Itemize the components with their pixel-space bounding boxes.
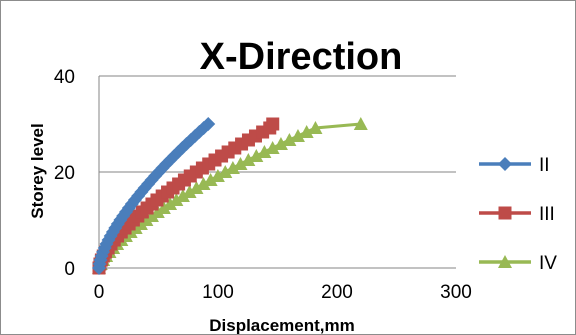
x-axis-label: Displacement,mm <box>209 316 355 334</box>
y-tick-label: 20 <box>54 163 75 184</box>
x-tick-label: 300 <box>440 282 472 303</box>
legend-label-III: III <box>539 204 555 225</box>
x-tick-label: 100 <box>202 282 234 303</box>
chart-title: X-Direction <box>200 36 403 78</box>
x-tick-label: 200 <box>321 282 353 303</box>
legend-entry-II: II <box>479 155 550 176</box>
legend-label-II: II <box>539 155 550 176</box>
axes: 0 20 40 0 100 200 300 <box>54 67 472 303</box>
y-tick-label: 40 <box>54 67 75 88</box>
legend-entry-III: III <box>479 204 555 225</box>
y-tick-label: 0 <box>64 259 75 280</box>
y-axis-label: Storey level <box>28 123 47 218</box>
legend-entry-IV: IV <box>479 253 557 274</box>
series-layer <box>92 117 368 275</box>
x-tick-label: 0 <box>94 282 105 303</box>
legend-marker-II <box>498 157 512 171</box>
legend-marker-III <box>499 207 512 220</box>
legend-label-IV: IV <box>539 253 557 274</box>
data-point-III <box>266 118 279 131</box>
